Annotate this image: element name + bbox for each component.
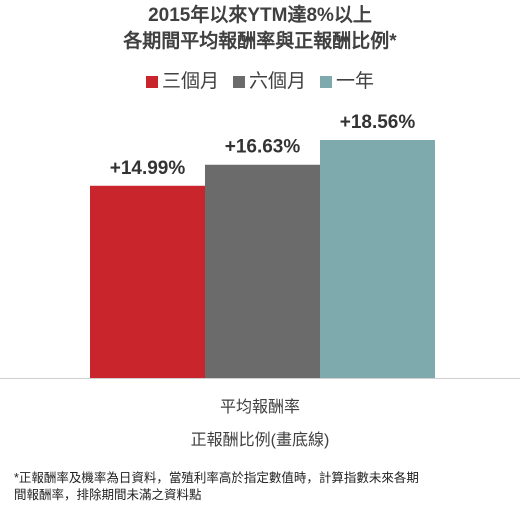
- legend-swatch-1y: [320, 76, 332, 88]
- data-label-1y: +18.56%: [340, 112, 416, 133]
- legend-item-1y: 一年: [320, 70, 374, 94]
- x-axis-label-line1: 平均報酬率: [219, 399, 300, 416]
- legend-label-3m: 三個月: [161, 71, 219, 92]
- x-axis-label-line2: 正報酬比例(畫底線): [190, 432, 330, 449]
- bar-6m: [205, 164, 320, 378]
- legend-swatch-3m: [145, 76, 158, 88]
- footnote-line2: 間報酬率，排除期間未滿之資料點: [14, 488, 202, 502]
- legend-item-3m: 三個月: [145, 70, 219, 94]
- footnote-line1: *正報酬率及機率為日資料，當殖利率高於指定數值時，計算指數未來各期: [14, 471, 419, 485]
- legend: 三個月 六個月 一年: [0, 70, 520, 94]
- legend-label-6m: 六個月: [248, 71, 306, 92]
- data-label-3m: +14.99%: [110, 158, 186, 179]
- chart-title-line2: 各期間平均報酬率與正報酬比例*: [123, 31, 397, 52]
- bar-1y: [320, 140, 435, 378]
- bar-3m: [90, 185, 205, 378]
- legend-item-6m: 六個月: [232, 70, 306, 94]
- data-label-6m: +16.63%: [225, 137, 301, 158]
- legend-swatch-6m: [232, 76, 245, 88]
- chart-title-line1: 2015年以來YTM達8%以上: [148, 5, 372, 26]
- legend-label-1y: 一年: [336, 71, 375, 92]
